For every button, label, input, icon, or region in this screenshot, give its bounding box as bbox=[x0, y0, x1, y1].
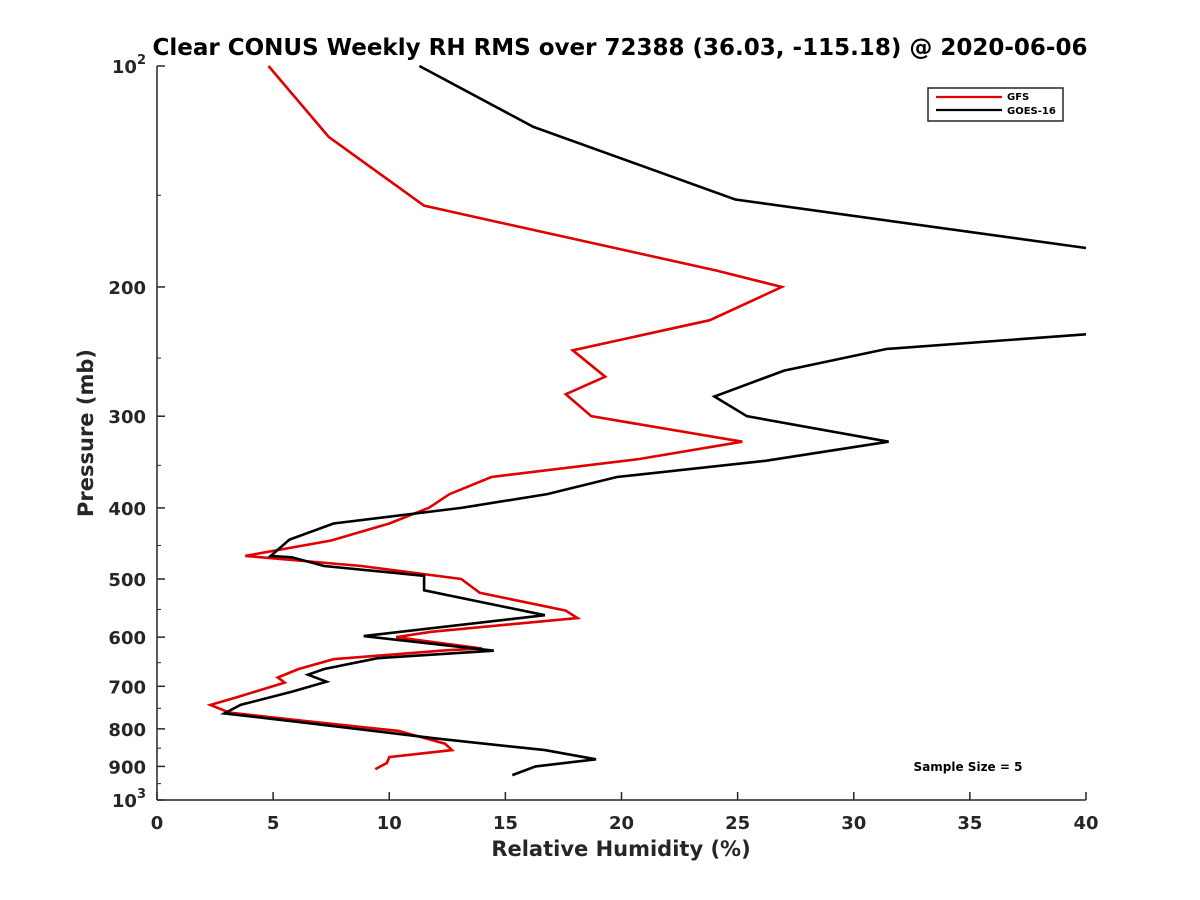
x-tick-label: 30 bbox=[841, 813, 866, 834]
legend-box bbox=[927, 87, 1064, 122]
y-tick-label: 700 bbox=[108, 677, 146, 698]
y-tick-label: 500 bbox=[108, 570, 146, 591]
y-tick-label: 800 bbox=[108, 720, 146, 741]
y-axis-label: Pressure (mb) bbox=[74, 349, 98, 517]
x-tick-label: 40 bbox=[1073, 813, 1098, 834]
series-line-goes-16 bbox=[418, 64, 1087, 250]
y-tick-label: 102 bbox=[112, 53, 146, 78]
series-line-gfs bbox=[206, 65, 786, 771]
series-layer bbox=[206, 64, 1087, 777]
sample-size-annotation: Sample Size = 5 bbox=[914, 760, 1023, 774]
x-axis-label: Relative Humidity (%) bbox=[491, 837, 750, 861]
x-tick-label: 25 bbox=[725, 813, 750, 834]
y-tick-label: 103 bbox=[112, 787, 146, 812]
chart-title: Clear CONUS Weekly RH RMS over 72388 (36… bbox=[153, 35, 1088, 61]
legend-label-gfs: GFS bbox=[1007, 92, 1029, 103]
x-tick-label: 35 bbox=[957, 813, 982, 834]
x-tick-label: 20 bbox=[609, 813, 634, 834]
y-tick-label: 200 bbox=[108, 278, 146, 299]
x-tick-label: 0 bbox=[151, 813, 164, 834]
x-tick-label: 15 bbox=[493, 813, 518, 834]
tick-layer: 0 5 10 15 20 25 30 35 40 102 200 300 400 500 600 700 800… bbox=[108, 53, 1098, 834]
y-tick-label: 900 bbox=[108, 757, 146, 778]
y-tick-label: 600 bbox=[108, 628, 146, 649]
x-tick-label: 10 bbox=[377, 813, 402, 834]
legend-label-goes-16: GOES-16 bbox=[1007, 106, 1056, 117]
x-tick-label: 5 bbox=[267, 813, 280, 834]
series-line-goes-16 bbox=[220, 333, 1087, 777]
legend: GFS GOES-16 bbox=[927, 87, 1064, 122]
y-tick-label: 300 bbox=[108, 407, 146, 428]
y-tick-label: 400 bbox=[108, 499, 146, 520]
